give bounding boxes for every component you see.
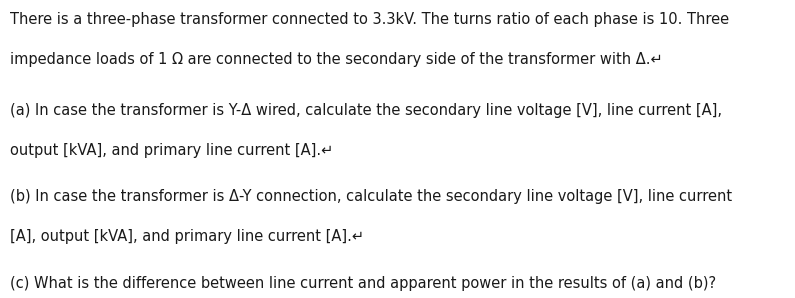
Text: output [kVA], and primary line current [A].↵: output [kVA], and primary line current [… [10, 143, 334, 158]
Text: (c) What is the difference between line current and apparent power in the result: (c) What is the difference between line … [10, 276, 716, 291]
Text: [A], output [kVA], and primary line current [A].↵: [A], output [kVA], and primary line curr… [10, 229, 364, 244]
Text: (a) In case the transformer is Y-Δ wired, calculate the secondary line voltage [: (a) In case the transformer is Y-Δ wired… [10, 103, 723, 118]
Text: (b) In case the transformer is Δ-Y connection, calculate the secondary line volt: (b) In case the transformer is Δ-Y conne… [10, 189, 732, 204]
Text: There is a three-phase transformer connected to 3.3kV. The turns ratio of each p: There is a three-phase transformer conne… [10, 12, 730, 27]
Text: impedance loads of 1 Ω are connected to the secondary side of the transformer wi: impedance loads of 1 Ω are connected to … [10, 52, 663, 67]
